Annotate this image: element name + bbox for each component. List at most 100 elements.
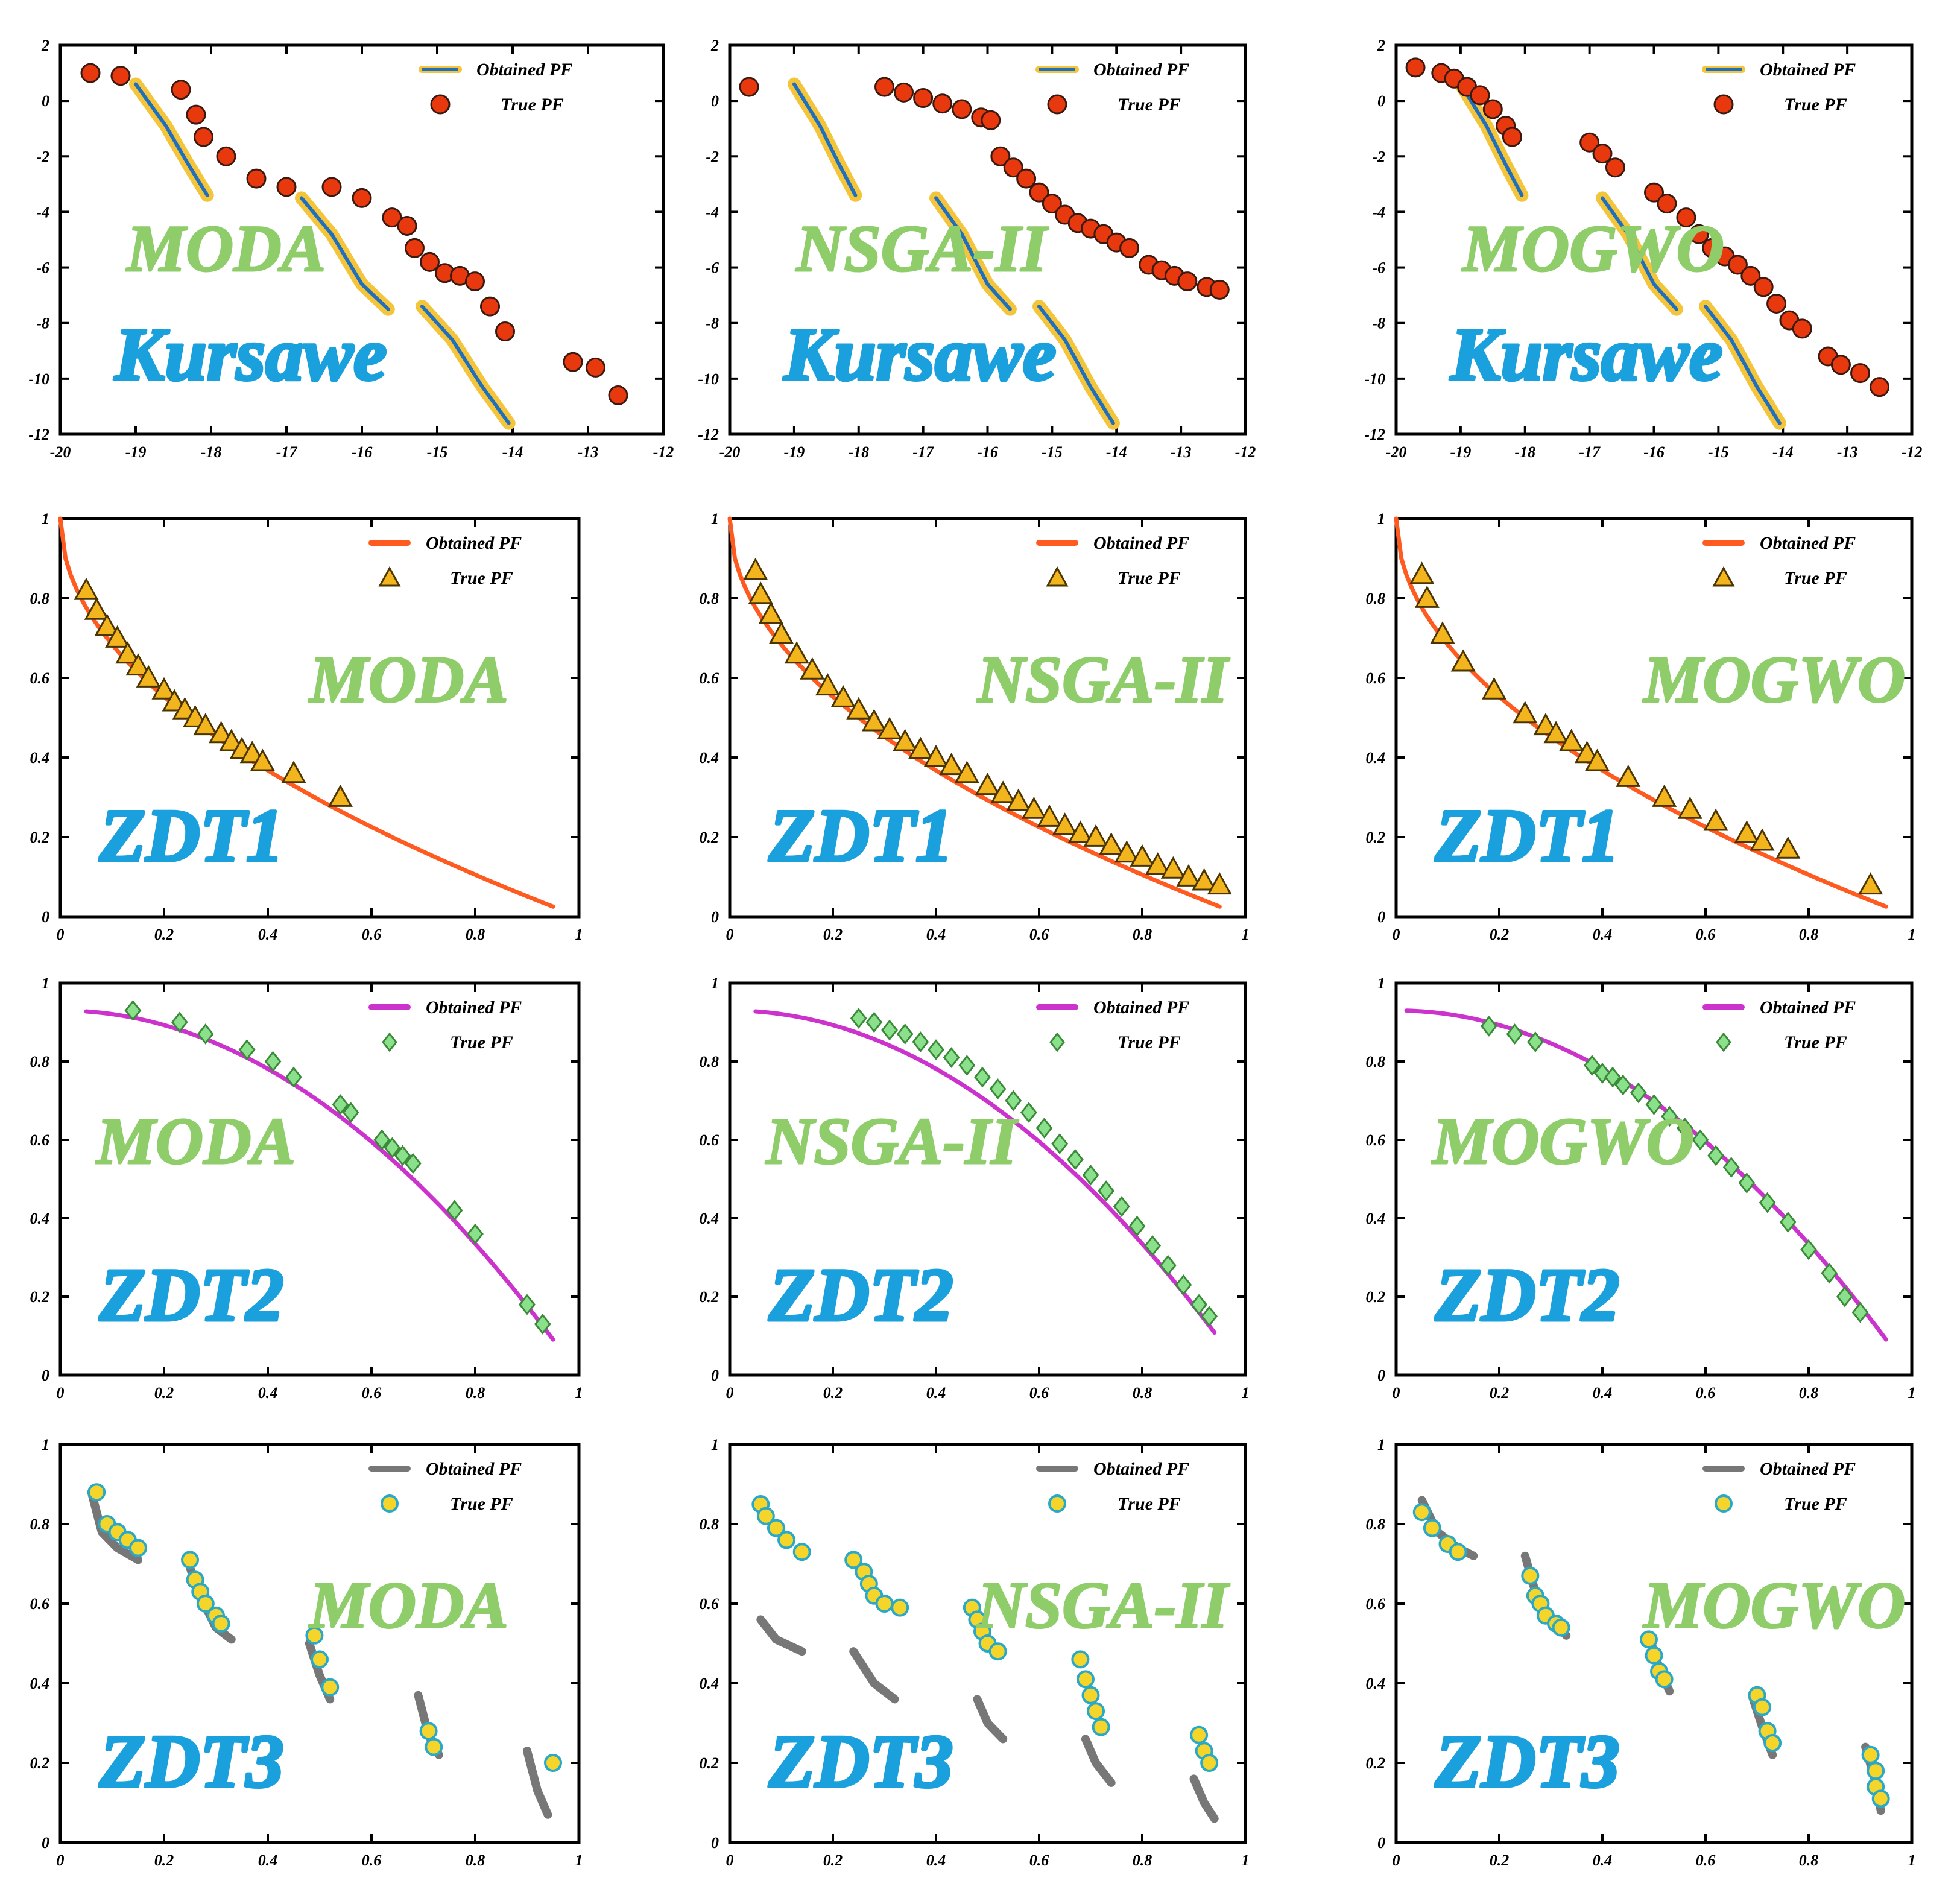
true-pf-point bbox=[193, 713, 218, 736]
x-tick-label: 0 bbox=[1393, 1852, 1400, 1869]
true-pf-point bbox=[1858, 872, 1883, 895]
true-pf-point bbox=[1584, 748, 1610, 771]
x-tick-label: 1 bbox=[1908, 1852, 1916, 1869]
y-tick-label: -6 bbox=[36, 259, 49, 277]
true-pf-point bbox=[1645, 1646, 1663, 1665]
true-pf-point bbox=[285, 1066, 302, 1088]
x-tick-label: 0 bbox=[726, 1384, 734, 1402]
x-tick-label: 0.6 bbox=[1696, 926, 1716, 943]
true-pf-point bbox=[465, 271, 485, 292]
true-pf-point bbox=[446, 1200, 463, 1221]
x-tick-label: 1 bbox=[1242, 1852, 1250, 1869]
chart-zdt2-mogwo: 0 0.2 0.4 0.6 0.8 1 0 0.2 0.4 0.6 0.8 1 Obtained PF T… bbox=[1366, 975, 1916, 1402]
x-tick-label: -12 bbox=[1235, 443, 1256, 461]
true-pf-point bbox=[1552, 1618, 1570, 1637]
legend-true-marker bbox=[1712, 566, 1735, 587]
true-pf-point bbox=[928, 1039, 944, 1060]
plot-frame bbox=[728, 1443, 1247, 1844]
true-pf-point bbox=[197, 1023, 214, 1045]
true-pf-point bbox=[216, 146, 236, 166]
true-pf-point bbox=[881, 1019, 898, 1041]
true-pf-point bbox=[1003, 157, 1023, 178]
plot-frame bbox=[728, 517, 1247, 919]
true-pf-point bbox=[1207, 872, 1232, 895]
y-tick-label: 0.2 bbox=[1366, 829, 1386, 846]
true-pf-point bbox=[162, 689, 187, 712]
y-tick-label: 0.2 bbox=[700, 829, 719, 846]
true-pf-point bbox=[1579, 132, 1600, 153]
true-pf-point bbox=[1775, 836, 1801, 859]
problem-label: Kursawe bbox=[783, 314, 1057, 397]
true-pf-point bbox=[342, 1102, 359, 1123]
y-tick-label: -6 bbox=[706, 259, 719, 277]
x-tick-label: 0.6 bbox=[362, 1384, 382, 1402]
true-pf-point bbox=[1066, 1149, 1084, 1170]
true-pf-point bbox=[1480, 1016, 1497, 1037]
legend-obtained-label: Obtained PF bbox=[426, 998, 522, 1017]
x-tick-label: 0.4 bbox=[258, 1852, 278, 1869]
algorithm-label: MOGWO bbox=[1642, 1569, 1905, 1642]
y-tick-label: -4 bbox=[36, 203, 49, 221]
x-tick-label: 1 bbox=[575, 1852, 583, 1869]
chart-kursawe-moda: -20 -19 -18 -17 -16 -15 -14 -13 -12-12-10-8-6-4-… bbox=[28, 37, 674, 461]
x-tick-label: -20 bbox=[719, 443, 741, 461]
true-pf-point bbox=[1766, 293, 1787, 314]
true-pf-point bbox=[923, 744, 949, 767]
y-tick-label: 2 bbox=[710, 37, 719, 54]
true-pf-point bbox=[586, 357, 605, 378]
y-tick-label: 0.6 bbox=[700, 669, 719, 687]
legend-true-marker bbox=[1047, 94, 1067, 115]
legend-true-label: True PF bbox=[1118, 1494, 1181, 1514]
x-tick-label: -13 bbox=[578, 443, 599, 461]
true-pf-point bbox=[1082, 1165, 1099, 1186]
y-tick-label: 2 bbox=[41, 37, 49, 54]
true-pf-point bbox=[1753, 1698, 1772, 1716]
true-pf-point bbox=[891, 1598, 909, 1617]
obtained-pf-segment bbox=[1081, 1735, 1116, 1787]
true-pf-point bbox=[1412, 1503, 1431, 1522]
x-tick-label: 0.2 bbox=[1490, 926, 1510, 943]
true-pf-point bbox=[758, 601, 783, 624]
legend-true-label: True PF bbox=[1784, 1494, 1847, 1514]
true-pf-point bbox=[756, 1507, 775, 1525]
legend-true-marker bbox=[1046, 566, 1069, 587]
obtained-pf-line bbox=[420, 305, 511, 425]
true-pf-point bbox=[932, 93, 953, 114]
true-pf-point bbox=[1071, 1650, 1090, 1669]
true-pf-point bbox=[1414, 585, 1440, 608]
y-tick-label: 1 bbox=[1377, 1436, 1385, 1453]
x-tick-label: 0.8 bbox=[1799, 926, 1819, 943]
x-tick-label: -13 bbox=[1171, 443, 1192, 461]
obtained-pf-line bbox=[934, 196, 1012, 311]
true-pf-point bbox=[1605, 157, 1625, 178]
algorithm-label: MODA bbox=[308, 643, 508, 716]
true-pf-point bbox=[1703, 808, 1728, 831]
legend-obtained-label: Obtained PF bbox=[1093, 1459, 1189, 1479]
legend-true-label: True PF bbox=[501, 95, 564, 115]
chart-kursawe-nsga-ii: -20 -19 -18 -17 -16 -15 -14 -13 -12-12-10-8-6-4-… bbox=[698, 37, 1256, 461]
true-pf-point bbox=[1145, 852, 1171, 875]
y-tick-label: 0.2 bbox=[1366, 1288, 1386, 1306]
true-pf-point bbox=[990, 146, 1011, 166]
legend-obtained-label: Obtained PF bbox=[1093, 533, 1189, 553]
true-pf-point bbox=[912, 1031, 929, 1052]
true-pf-point bbox=[1423, 1519, 1441, 1537]
true-pf-point bbox=[1734, 820, 1759, 843]
true-pf-point bbox=[194, 127, 213, 147]
true-pf-point bbox=[1583, 1055, 1601, 1076]
x-tick-label: 0.6 bbox=[362, 1852, 382, 1869]
true-pf-point bbox=[80, 63, 101, 83]
y-tick-label: 0 bbox=[711, 908, 719, 926]
y-tick-label: 1 bbox=[42, 510, 49, 528]
true-pf-point bbox=[830, 685, 856, 707]
x-tick-label: 1 bbox=[1908, 1384, 1916, 1402]
problem-label: ZDT1 bbox=[99, 795, 283, 878]
x-tick-label: -16 bbox=[352, 443, 373, 461]
x-tick-label: -15 bbox=[1042, 443, 1063, 461]
y-tick-label: 0 bbox=[1377, 1834, 1385, 1852]
true-pf-point bbox=[1128, 1215, 1146, 1237]
true-pf-point bbox=[1661, 1105, 1678, 1127]
true-pf-point bbox=[1779, 1212, 1797, 1233]
true-pf-point bbox=[1559, 729, 1584, 751]
true-pf-point bbox=[332, 1094, 349, 1115]
